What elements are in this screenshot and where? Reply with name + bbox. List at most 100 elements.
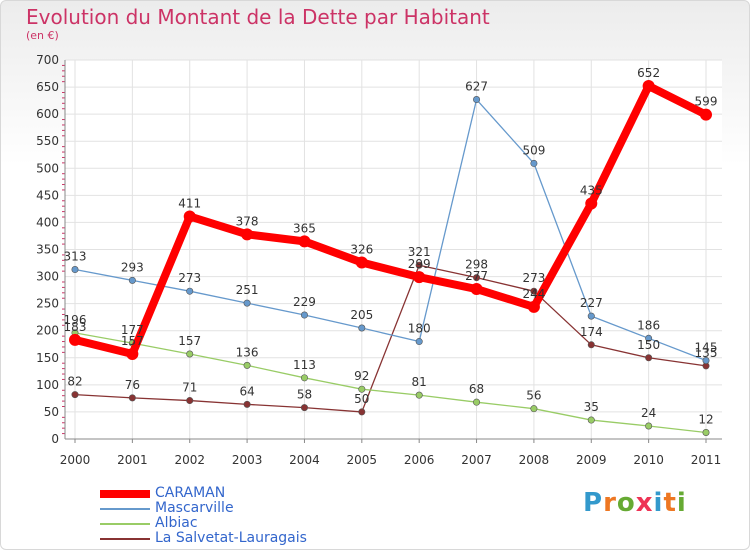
data-label: 273 [522,271,545,285]
data-label: 136 [236,345,259,359]
data-point [473,96,481,104]
logo-letter: P [583,488,604,518]
data-point [702,429,710,437]
data-point [587,341,595,349]
series-line [74,98,707,362]
legend-swatch [100,507,150,510]
legend-label: La Salvetat-Lauragais [155,530,307,546]
chart-title: Evolution du Montant de la Dette par Hab… [26,5,490,29]
y-tick-label: 600 [36,107,59,121]
legend-item: La Salvetat-Lauragais [100,531,307,546]
legend-item: CARAMAN [100,486,307,501]
data-label: 92 [354,369,369,383]
data-point [587,416,595,424]
data-label: 599 [695,95,718,109]
logo-letter: x [635,488,654,518]
data-label: 277 [465,269,488,283]
data-point [530,287,538,295]
data-label: 205 [350,308,373,322]
legend-item: Albiac [100,516,307,531]
data-point [300,311,308,319]
data-point [71,266,79,274]
data-label: 145 [695,340,718,354]
data-label: 157 [121,334,144,348]
data-point [415,261,423,269]
x-tick-label: 2004 [289,453,320,467]
logo-letter: t [663,488,677,518]
data-point [186,287,194,295]
data-point [300,374,308,382]
data-point [358,385,366,393]
x-tick-label: 2001 [117,453,148,467]
x-tick-label: 2007 [461,453,492,467]
data-label: 174 [580,325,603,339]
data-point [183,210,196,223]
x-tick-label: 2003 [232,453,263,467]
data-label: 298 [465,258,488,272]
data-label: 64 [239,384,254,398]
data-label: 509 [522,143,545,157]
data-label: 196 [64,313,87,327]
y-tick-label: 300 [36,270,59,284]
data-point [71,391,79,399]
y-tick-label: 250 [36,297,59,311]
data-label: 244 [522,287,545,301]
y-tick-label: 0 [51,432,59,446]
chart-subtitle: (en €) [26,29,59,42]
data-label: 293 [121,260,144,274]
data-point [358,408,366,416]
series-line [74,332,707,434]
data-label: 135 [695,346,718,360]
data-label: 186 [637,318,660,332]
y-tick-label: 150 [36,351,59,365]
data-label: 35 [584,400,599,414]
data-point [585,197,598,210]
data-point [530,405,538,413]
data-point [298,235,311,248]
data-label: 68 [469,382,484,396]
x-tick-label: 2002 [174,453,205,467]
series-line [74,264,707,413]
y-tick-label: 50 [44,405,59,419]
data-label: 113 [293,358,316,372]
legend-label: Albiac [155,515,198,531]
data-label: 229 [293,295,316,309]
legend-swatch [100,489,150,498]
y-tick-label: 350 [36,243,59,257]
x-tick-label: 2005 [347,453,378,467]
data-point [300,404,308,412]
x-tick-label: 2011 [691,453,722,467]
data-label: 81 [412,375,427,389]
data-label: 251 [236,283,259,297]
data-point [645,354,653,362]
legend-label: Mascarville [155,500,234,516]
x-tick-label: 2000 [60,453,91,467]
data-label: 183 [64,320,87,334]
data-point [186,397,194,405]
x-tick-label: 2006 [404,453,435,467]
data-point [128,394,136,402]
legend-swatch [100,537,150,540]
data-label: 157 [178,334,201,348]
data-point [415,391,423,399]
legend-swatch [100,522,150,525]
data-label: 227 [580,296,603,310]
data-point [645,422,653,430]
data-point [243,400,251,408]
data-label: 24 [641,406,656,420]
data-label: 435 [580,183,603,197]
data-point [587,312,595,320]
data-point [473,398,481,406]
y-tick-label: 650 [36,80,59,94]
y-tick-label: 200 [36,324,59,338]
data-point [126,347,139,360]
data-point [241,228,254,241]
logo-letter: r [603,488,617,518]
data-point [642,79,655,92]
data-point [470,283,483,296]
data-point [473,274,481,282]
logo-letter: i [653,488,664,518]
y-tick-label: 500 [36,161,59,175]
data-label: 365 [293,221,316,235]
data-label: 378 [236,214,259,228]
